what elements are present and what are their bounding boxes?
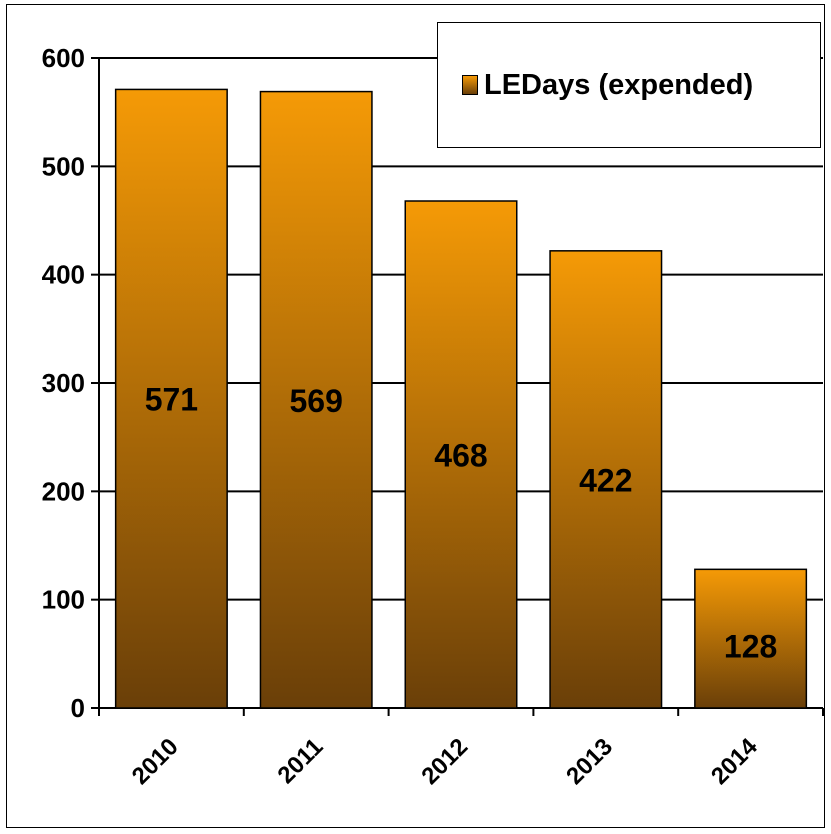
legend: LEDays (expended): [437, 22, 821, 148]
y-tick-label: 500: [42, 151, 85, 181]
y-tick-label: 200: [42, 476, 85, 506]
bar-2014: [694, 568, 808, 709]
x-tick-label: 2013: [561, 733, 618, 790]
x-tick-label: 2014: [706, 733, 763, 790]
y-tick-label: 400: [42, 260, 85, 290]
x-tick-label: 2011: [273, 733, 329, 789]
bars: [114, 88, 808, 709]
y-tick-label: 0: [71, 693, 85, 723]
x-tick-label: 2012: [416, 733, 473, 790]
bar-2011: [259, 90, 373, 709]
y-tick-label: 100: [42, 585, 85, 615]
data-label: 128: [724, 629, 777, 665]
bar-2013: [549, 250, 663, 709]
y-tick-label: 600: [42, 43, 85, 73]
data-label: 569: [290, 383, 343, 419]
legend-label: LEDays (expended): [484, 68, 754, 101]
x-tick-label: 2010: [127, 733, 184, 790]
y-tick-label: 300: [42, 368, 85, 398]
legend-swatch: [462, 75, 478, 95]
data-label: 571: [145, 382, 198, 418]
data-label: 422: [579, 462, 632, 498]
data-label: 468: [434, 438, 487, 474]
bar-2010: [114, 88, 228, 709]
bar-2012: [404, 200, 518, 709]
